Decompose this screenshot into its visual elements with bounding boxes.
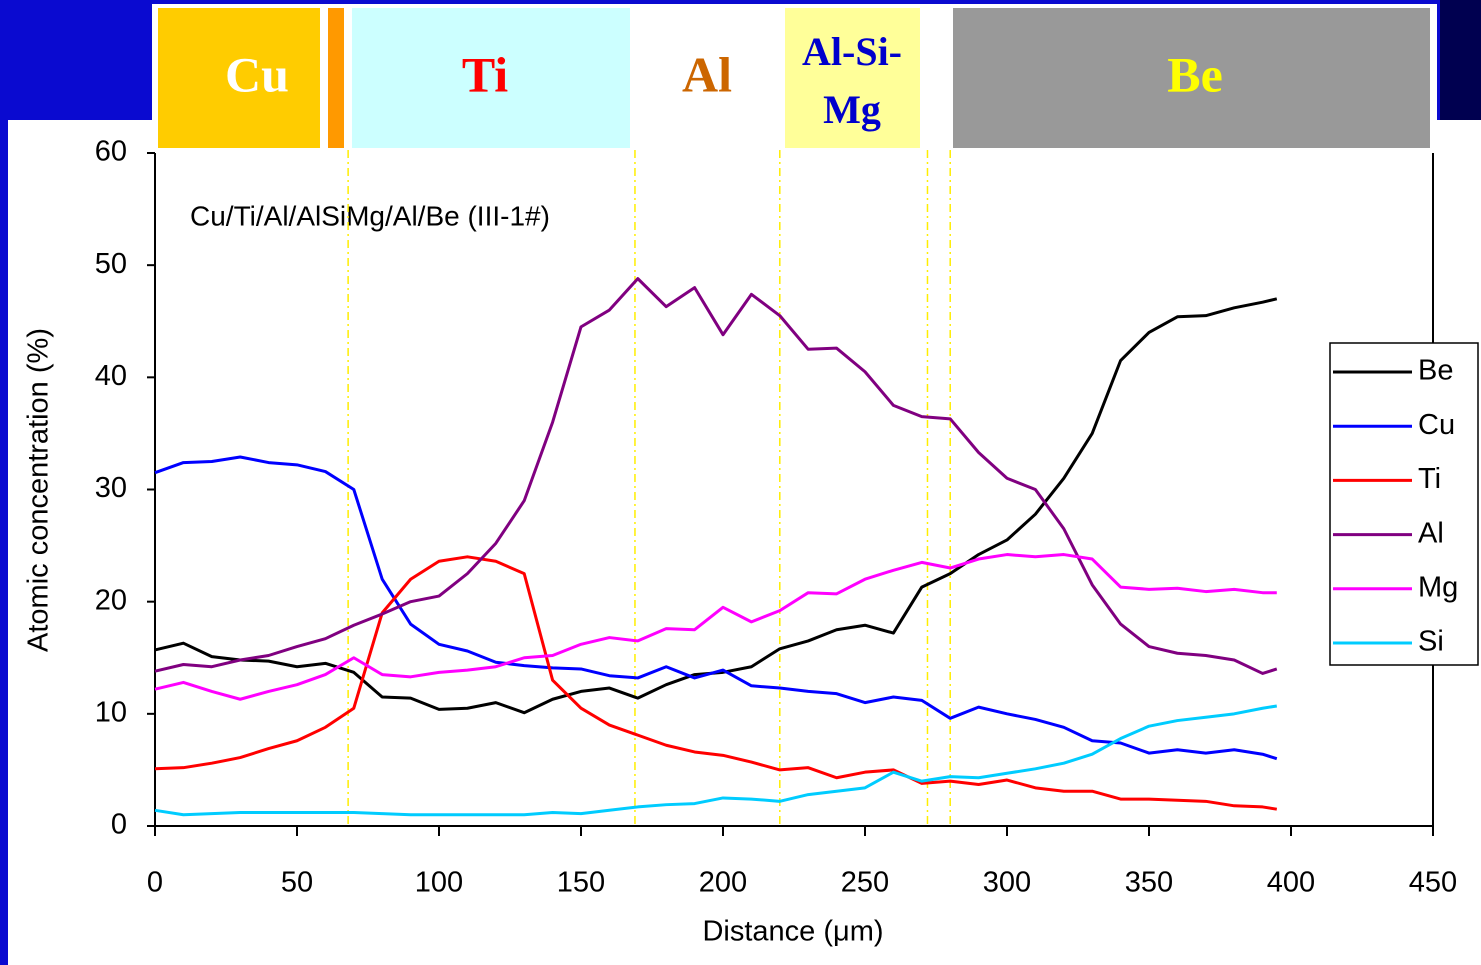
legend bbox=[1329, 342, 1479, 666]
x-tick-label: 200 bbox=[699, 867, 747, 899]
series-line bbox=[154, 297, 1278, 715]
legend-label: Cu bbox=[1418, 409, 1455, 441]
x-axis-label: Distance (μm) bbox=[702, 916, 883, 948]
interlayer bbox=[328, 8, 344, 148]
x-tick-label: 400 bbox=[1267, 867, 1315, 899]
series-line bbox=[154, 455, 1278, 761]
y-tick-label: 40 bbox=[95, 360, 127, 392]
y-tick-label: 0 bbox=[111, 809, 127, 841]
legend-label: Mg bbox=[1418, 571, 1458, 603]
y-axis-label: Atomic concentration (%) bbox=[23, 328, 55, 652]
layer-label: Ti bbox=[462, 46, 508, 102]
series-line bbox=[154, 555, 1278, 811]
x-tick-label: 300 bbox=[983, 867, 1031, 899]
legend-label: Be bbox=[1418, 355, 1453, 387]
x-tick-label: 50 bbox=[281, 867, 313, 899]
cu-layer bbox=[158, 8, 320, 148]
x-tick-label: 450 bbox=[1409, 867, 1457, 899]
chart-background bbox=[8, 120, 1481, 965]
layer-label: Mg bbox=[823, 87, 881, 132]
y-tick-label: 30 bbox=[95, 472, 127, 504]
y-tick-label: 50 bbox=[95, 248, 127, 280]
ti-layer bbox=[352, 8, 630, 148]
x-tick-label: 150 bbox=[557, 867, 605, 899]
alsimg-layer bbox=[785, 8, 920, 148]
y-tick-label: 10 bbox=[95, 696, 127, 728]
series-line bbox=[154, 277, 1278, 675]
x-tick-label: 350 bbox=[1125, 867, 1173, 899]
x-tick-label: 100 bbox=[415, 867, 463, 899]
layer-label: Cu bbox=[225, 46, 289, 102]
y-tick-label: 20 bbox=[95, 584, 127, 616]
top-right-band bbox=[1440, 0, 1481, 120]
annotation: Cu/Ti/Al/AlSiMg/Al/Be (III-1#) bbox=[190, 200, 550, 231]
layer-label: Al bbox=[682, 46, 732, 102]
series-line bbox=[154, 704, 1278, 817]
series-line bbox=[154, 553, 1277, 701]
be-layer bbox=[953, 8, 1430, 148]
x-tick-label: 250 bbox=[841, 867, 889, 899]
layer-label: Al-Si- bbox=[802, 29, 902, 74]
layer-label: Be bbox=[1167, 46, 1223, 102]
legend-label: Ti bbox=[1418, 463, 1441, 495]
y-tick-label: 60 bbox=[95, 136, 127, 168]
legend-label: Al bbox=[1418, 517, 1444, 549]
legend-label: Si bbox=[1418, 626, 1444, 658]
x-tick-label: 0 bbox=[147, 867, 163, 899]
